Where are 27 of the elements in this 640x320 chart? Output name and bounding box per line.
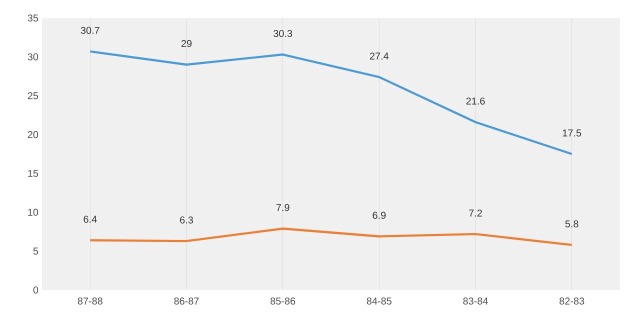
y-tick-label: 0 bbox=[33, 286, 38, 294]
y-tick-label: 10 bbox=[28, 208, 38, 216]
x-tick-label: 86-87 bbox=[174, 298, 199, 305]
data-label: 6.3 bbox=[180, 216, 193, 224]
x-tick-label: 82-83 bbox=[560, 298, 584, 305]
data-label: 6.4 bbox=[84, 216, 97, 223]
y-tick-label: 25 bbox=[28, 92, 38, 100]
line-series bbox=[89, 228, 573, 246]
y-tick-label: 30 bbox=[28, 53, 38, 60]
data-label: 6.9 bbox=[372, 212, 386, 219]
x-tick-label: 87-88 bbox=[78, 298, 102, 305]
data-label: 7.2 bbox=[469, 210, 482, 217]
y-tick-label: 15 bbox=[28, 170, 38, 177]
y-tick-label: 35 bbox=[28, 14, 38, 22]
x-tick-label: 85-86 bbox=[270, 298, 296, 305]
y-tick-label: 20 bbox=[28, 131, 38, 138]
data-label: 7.9 bbox=[276, 204, 290, 212]
data-label: 17.5 bbox=[562, 130, 582, 136]
data-label: 30.7 bbox=[80, 26, 100, 34]
data-label: 30.3 bbox=[274, 30, 292, 38]
x-tick-label: 83-84 bbox=[463, 298, 488, 305]
y-tick-label: 5 bbox=[33, 248, 38, 255]
x-tick-label: 84-85 bbox=[366, 298, 392, 305]
data-label: 21.6 bbox=[466, 98, 485, 105]
data-label: 5.8 bbox=[565, 220, 578, 228]
data-label: 29 bbox=[181, 40, 192, 48]
data-label: 27.4 bbox=[370, 52, 389, 60]
